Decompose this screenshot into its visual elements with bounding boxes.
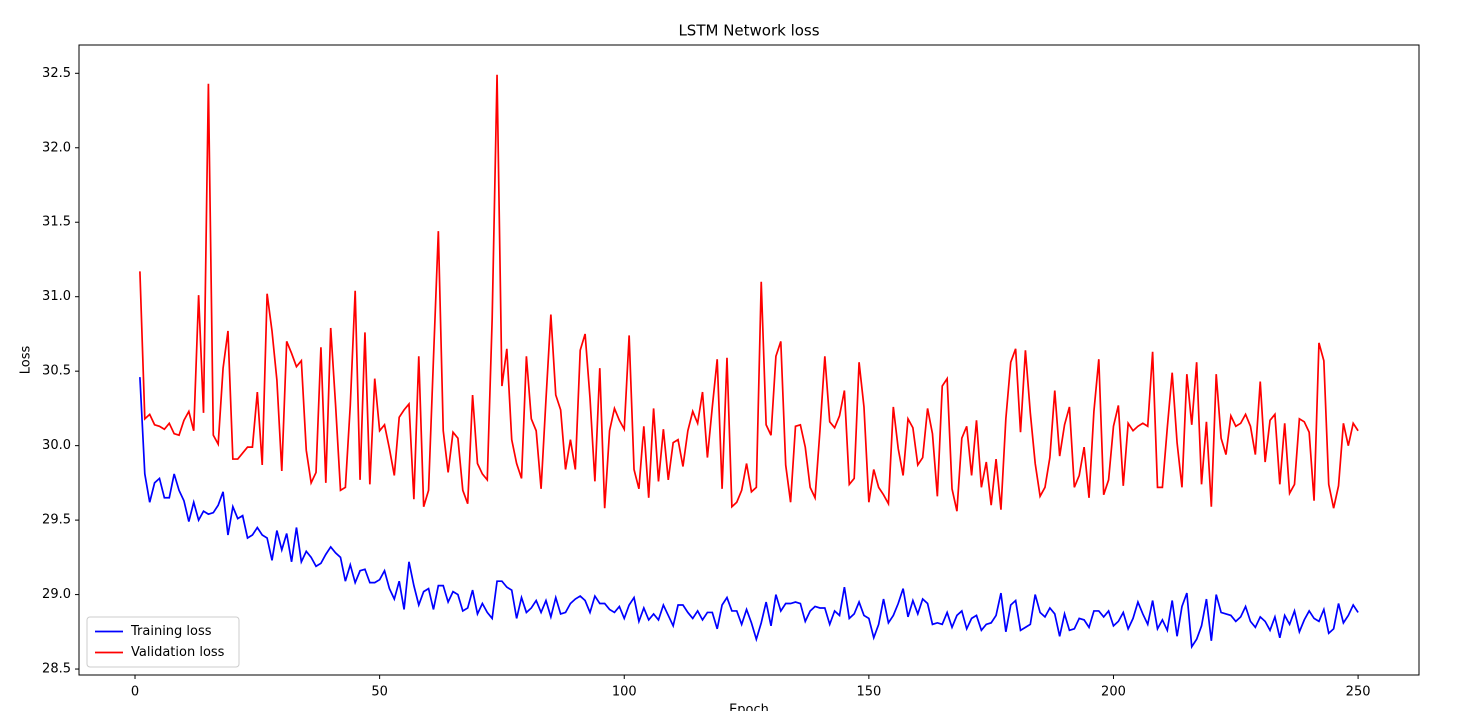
x-tick-label: 100 [612, 685, 637, 700]
y-tick-label: 29.5 [42, 513, 71, 528]
y-tick-label: 28.5 [42, 662, 71, 677]
y-tick-label: 29.0 [42, 587, 71, 602]
data-line [139, 377, 1359, 650]
x-tick-label: 0 [131, 685, 139, 700]
legend-box [86, 616, 240, 668]
y-tick-label: 31.5 [42, 215, 71, 230]
plot-frame [78, 44, 1420, 676]
legend: Training loss Validation loss [86, 616, 240, 668]
x-axis-label: Epoch [729, 703, 769, 711]
y-tick-label: 30.0 [42, 438, 71, 453]
x-tick-label: 200 [1101, 685, 1126, 700]
y-tick-label: 31.0 [42, 289, 71, 304]
x-tick-label: 150 [856, 685, 881, 700]
legend-label: Validation loss [131, 645, 225, 660]
x-tick-label: 50 [371, 685, 388, 700]
chart-title: LSTM Network loss [678, 22, 819, 40]
y-axis-label: Loss [19, 346, 34, 375]
y-tick-label: 30.5 [42, 364, 71, 379]
legend-label: Training loss [130, 624, 212, 639]
y-tick-label: 32.0 [42, 140, 71, 155]
x-tick-label: 250 [1346, 685, 1371, 700]
y-tick-label: 32.5 [42, 66, 71, 81]
data-line [139, 74, 1359, 512]
